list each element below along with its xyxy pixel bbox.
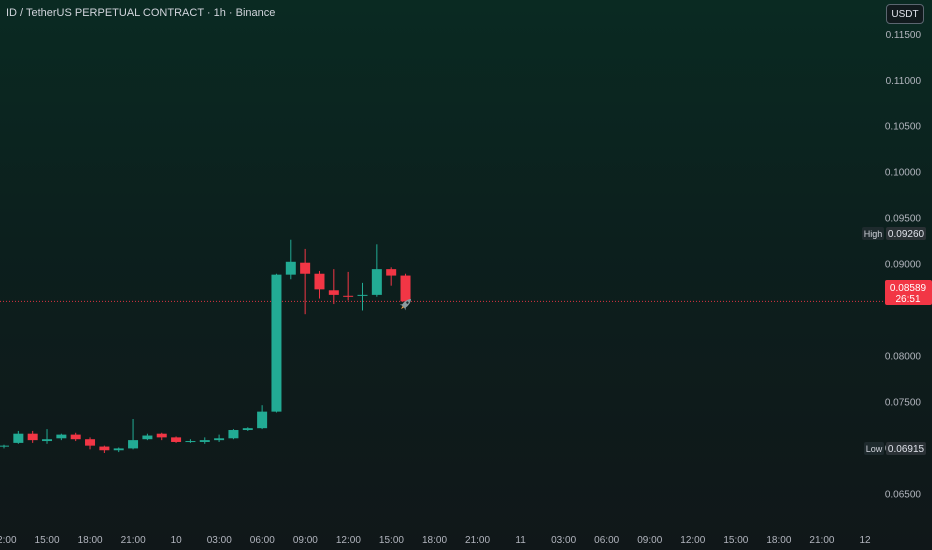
candle-up[interactable] [0, 445, 9, 447]
candle-down[interactable] [400, 275, 411, 302]
candle-up[interactable] [214, 438, 225, 441]
candle-up[interactable] [56, 434, 67, 439]
y-tick-label: 0.10500 [885, 122, 922, 133]
candle-up[interactable] [142, 435, 153, 440]
candle-up[interactable] [371, 269, 382, 295]
x-tick-label: 09:00 [293, 535, 318, 546]
x-tick-label: 06:00 [594, 535, 619, 546]
candle-up[interactable] [42, 439, 53, 442]
y-tick-label: 0.10000 [885, 168, 922, 179]
low-label: Low [866, 444, 883, 454]
x-tick-label: 18:00 [766, 535, 791, 546]
x-tick-label: 12:00 [0, 535, 17, 546]
high-value-bg [886, 227, 926, 240]
candle-up[interactable] [113, 448, 124, 451]
candle-down[interactable] [70, 434, 81, 440]
candle-up[interactable] [128, 440, 139, 449]
rocket-icon[interactable] [398, 296, 414, 312]
x-tick-label: 03:00 [207, 535, 232, 546]
candle-up[interactable] [228, 430, 239, 439]
x-tick-label: 21:00 [465, 535, 490, 546]
y-tick-label: 0.11500 [886, 30, 922, 41]
x-tick-label: 10 [171, 535, 183, 546]
candle-down[interactable] [328, 290, 339, 295]
x-tick-label: 12:00 [336, 535, 361, 546]
candle-up[interactable] [271, 274, 282, 412]
x-tick-label: 12:00 [680, 535, 705, 546]
x-tick-label: 06:00 [250, 535, 275, 546]
candle-down[interactable] [27, 433, 38, 441]
candle-up[interactable] [242, 428, 253, 431]
x-tick-label: 15:00 [35, 535, 60, 546]
last-price-value: 0.08589 [890, 283, 927, 294]
low-value: 0.06915 [888, 444, 925, 455]
y-tick-label: 0.07500 [885, 398, 922, 409]
candle-up[interactable] [199, 440, 210, 442]
candle-down[interactable] [171, 437, 182, 442]
candle-down[interactable] [314, 273, 325, 290]
y-tick-label: 0.11000 [886, 76, 922, 87]
x-tick-label: 09:00 [637, 535, 662, 546]
candle-down[interactable] [85, 439, 96, 446]
x-tick-label: 18:00 [422, 535, 447, 546]
y-tick-label: 0.08000 [885, 352, 922, 363]
x-tick-label: 18:00 [78, 535, 103, 546]
countdown-value: 26:51 [895, 294, 920, 305]
currency-button[interactable]: USDT [886, 4, 924, 24]
candle-up[interactable] [285, 261, 296, 275]
candle-up[interactable] [13, 433, 24, 443]
x-tick-label: 15:00 [379, 535, 404, 546]
x-tick-label: 15:00 [723, 535, 748, 546]
candle-up[interactable] [257, 411, 268, 429]
x-tick-label: 21:00 [809, 535, 834, 546]
x-tick-label: 11 [515, 535, 526, 546]
last-price-tag [885, 280, 932, 305]
candle-down[interactable] [99, 446, 110, 451]
candle-down[interactable] [386, 269, 397, 276]
y-tick-label: 0.09000 [885, 260, 922, 271]
candle-up[interactable] [185, 441, 196, 443]
y-tick-label: 0.09500 [885, 214, 922, 225]
low-value-bg [886, 442, 926, 455]
x-tick-label: 12 [859, 535, 871, 546]
x-tick-label: 03:00 [551, 535, 576, 546]
y-tick-label: 0.06500 [885, 489, 922, 500]
candle-down[interactable] [300, 262, 311, 274]
low-label-bg [864, 442, 884, 455]
candle-up[interactable] [357, 294, 368, 296]
high-label-bg [862, 227, 884, 240]
chart-title: ID / TetherUS PERPETUAL CONTRACT · 1h · … [6, 7, 276, 19]
candle-down[interactable] [343, 295, 354, 297]
high-value: 0.09260 [888, 229, 925, 240]
high-label: High [864, 229, 883, 239]
candle-down[interactable] [156, 433, 167, 438]
x-tick-label: 21:00 [121, 535, 146, 546]
